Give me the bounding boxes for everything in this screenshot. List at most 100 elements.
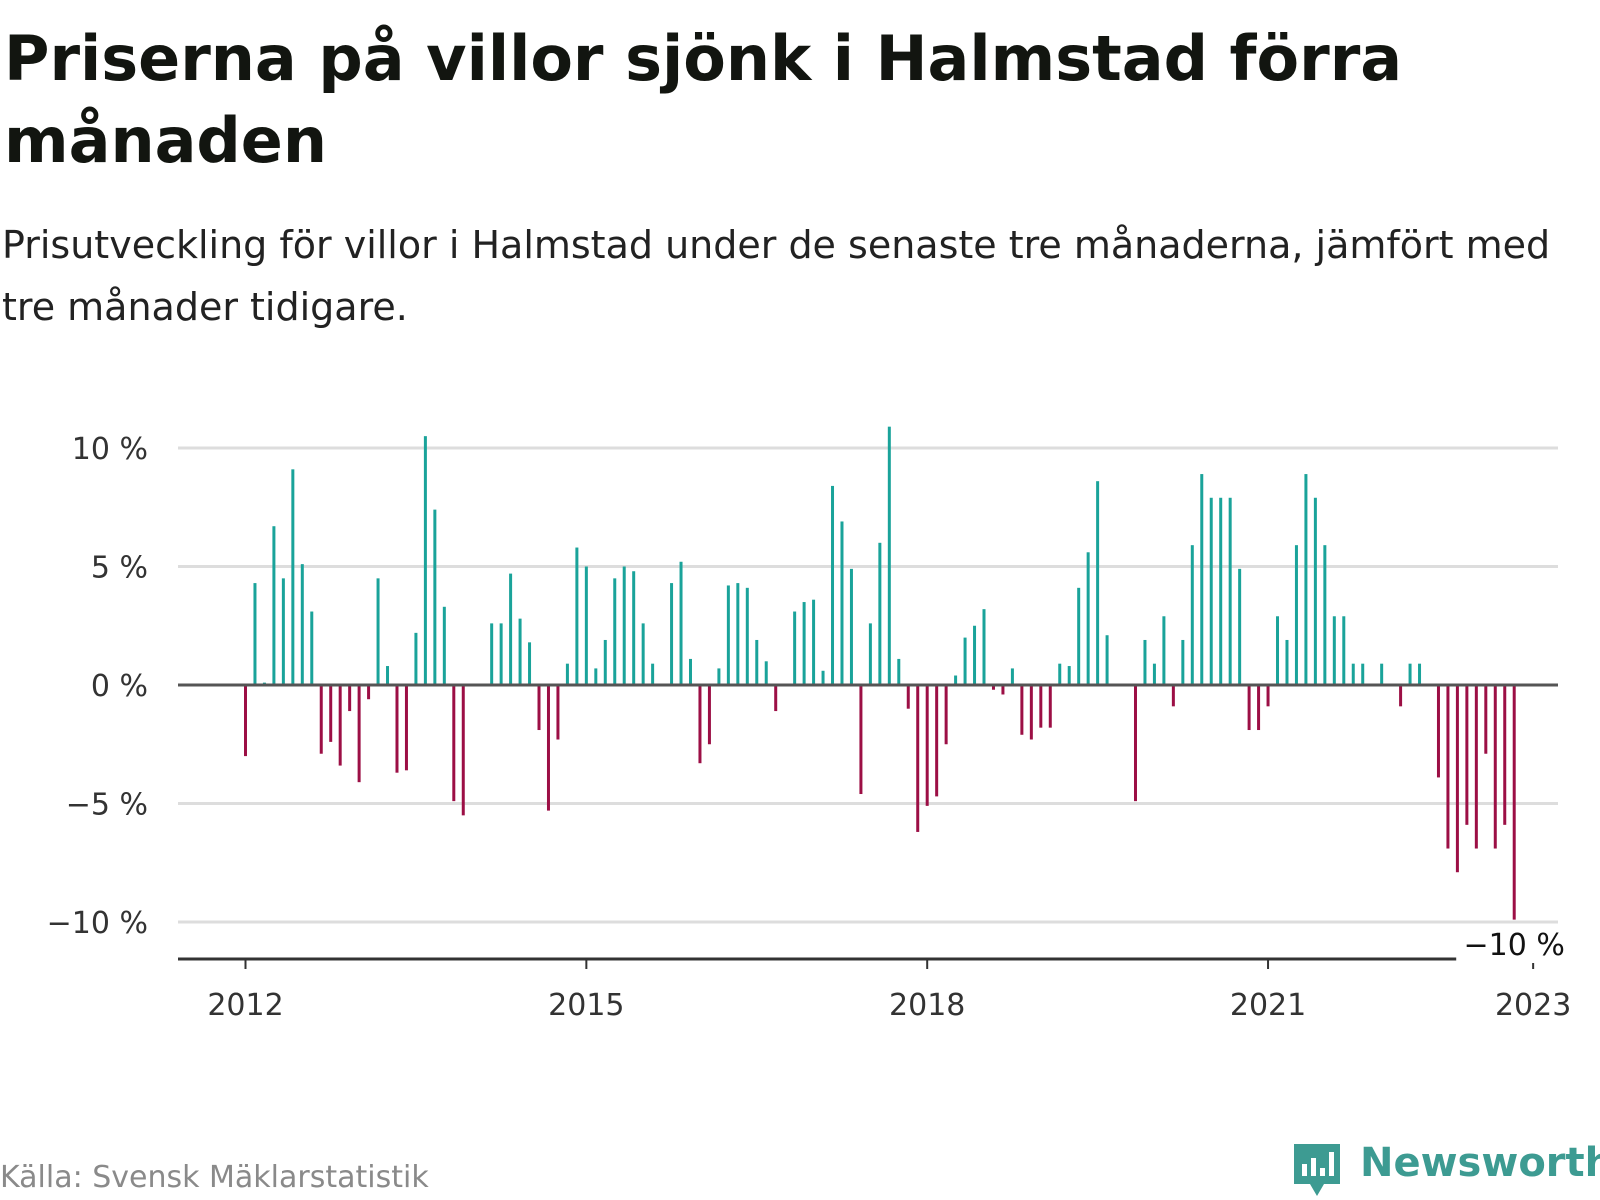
chart-title: Priserna på villor sjönk i Halmstad förr…: [4, 22, 1403, 177]
bar: [509, 573, 513, 685]
bar: [868, 623, 872, 685]
bar: [935, 685, 939, 797]
bar: [395, 685, 399, 773]
bar: [878, 542, 882, 685]
bar: [300, 564, 304, 685]
bar: [1351, 663, 1355, 685]
bar: [764, 661, 768, 685]
bar: [1418, 663, 1422, 685]
bar: [944, 685, 948, 745]
bar: [632, 571, 636, 685]
bar: [1219, 497, 1223, 685]
bar: [1493, 685, 1497, 849]
bar: [755, 639, 759, 685]
bar: [1304, 474, 1308, 685]
bar: [584, 566, 588, 685]
bar: [423, 436, 427, 685]
annotation-label: −10 %: [1464, 928, 1565, 963]
bar: [1029, 685, 1033, 740]
bar: [1294, 545, 1298, 685]
bar: [1152, 663, 1156, 685]
axes: [178, 683, 1558, 969]
bar: [1200, 474, 1204, 685]
bar: [1332, 616, 1336, 685]
bar: [1010, 668, 1014, 685]
bar: [679, 561, 683, 685]
bar: [291, 469, 295, 685]
bar: [281, 578, 285, 685]
bar: [1361, 663, 1365, 685]
bar: [1058, 663, 1062, 685]
bar: [670, 583, 674, 685]
bar: [499, 623, 503, 685]
y-tick-label: 10 %: [72, 432, 148, 467]
bar: [707, 685, 711, 745]
bar: [859, 685, 863, 795]
bar: [1247, 685, 1251, 731]
bar: [651, 663, 655, 685]
bar: [774, 685, 778, 712]
bar: [849, 568, 853, 685]
bar: [802, 602, 806, 685]
bar: [991, 685, 995, 690]
y-tick-label: −5 %: [66, 788, 148, 823]
brand-name: Newsworthy: [1360, 1140, 1600, 1186]
bar: [916, 685, 920, 832]
x-tick-label: 2021: [1230, 988, 1306, 1023]
bar: [310, 611, 314, 685]
newsworthy-logo-icon: [1294, 1144, 1340, 1196]
x-tick-label: 2018: [889, 988, 965, 1023]
x-tick-label: 2012: [207, 988, 283, 1023]
bar: [329, 685, 333, 742]
bar: [1181, 639, 1185, 685]
bar: [253, 583, 257, 685]
y-tick-label: −10 %: [47, 906, 148, 941]
bar: [622, 566, 626, 685]
bar: [1503, 685, 1507, 825]
bar: [1446, 685, 1450, 849]
bar: [319, 685, 323, 754]
bar: [603, 639, 607, 685]
bar: [1266, 685, 1270, 707]
bar: [831, 485, 835, 685]
bar: [414, 632, 418, 685]
bar: [1465, 685, 1469, 825]
bar: [1512, 685, 1516, 920]
bar: [736, 583, 740, 685]
bar: [1276, 616, 1280, 685]
bar: [963, 637, 967, 685]
chart-subtitle: Prisutveckling för villor i Halmstad und…: [2, 223, 1551, 329]
bar: [1209, 497, 1213, 685]
bar: [1285, 639, 1289, 685]
bar: [1380, 663, 1384, 685]
bar: [698, 685, 702, 764]
bar: [1474, 685, 1478, 849]
bar: [461, 685, 465, 816]
bar: [1143, 639, 1147, 685]
bar: [812, 599, 816, 685]
bar: [1039, 685, 1043, 728]
bar: [575, 547, 579, 685]
gridlines: [178, 446, 1558, 924]
bar: [404, 685, 408, 771]
bar: [1342, 616, 1346, 685]
bar: [565, 663, 569, 685]
bar: [433, 509, 437, 685]
bar: [925, 685, 929, 806]
bar: [1408, 663, 1412, 685]
tick-labels: 10 % 5 % 0 % −5 % −10 % 2012 2015 2018 2021 2023 −…: [47, 432, 1577, 1023]
bar: [1096, 481, 1100, 685]
source-credit: Källa: Svensk Mäklarstatistik: [0, 1160, 429, 1195]
bar: [1133, 685, 1137, 802]
bar: [1257, 685, 1261, 731]
bar: [546, 685, 550, 811]
bar: [490, 623, 494, 685]
bar: [897, 658, 901, 685]
bar: [348, 685, 352, 712]
bar: [821, 670, 825, 685]
bar: [244, 685, 247, 757]
bar: [376, 578, 380, 685]
bar: [386, 666, 390, 685]
bar: [1067, 666, 1071, 685]
bar: [518, 618, 522, 685]
